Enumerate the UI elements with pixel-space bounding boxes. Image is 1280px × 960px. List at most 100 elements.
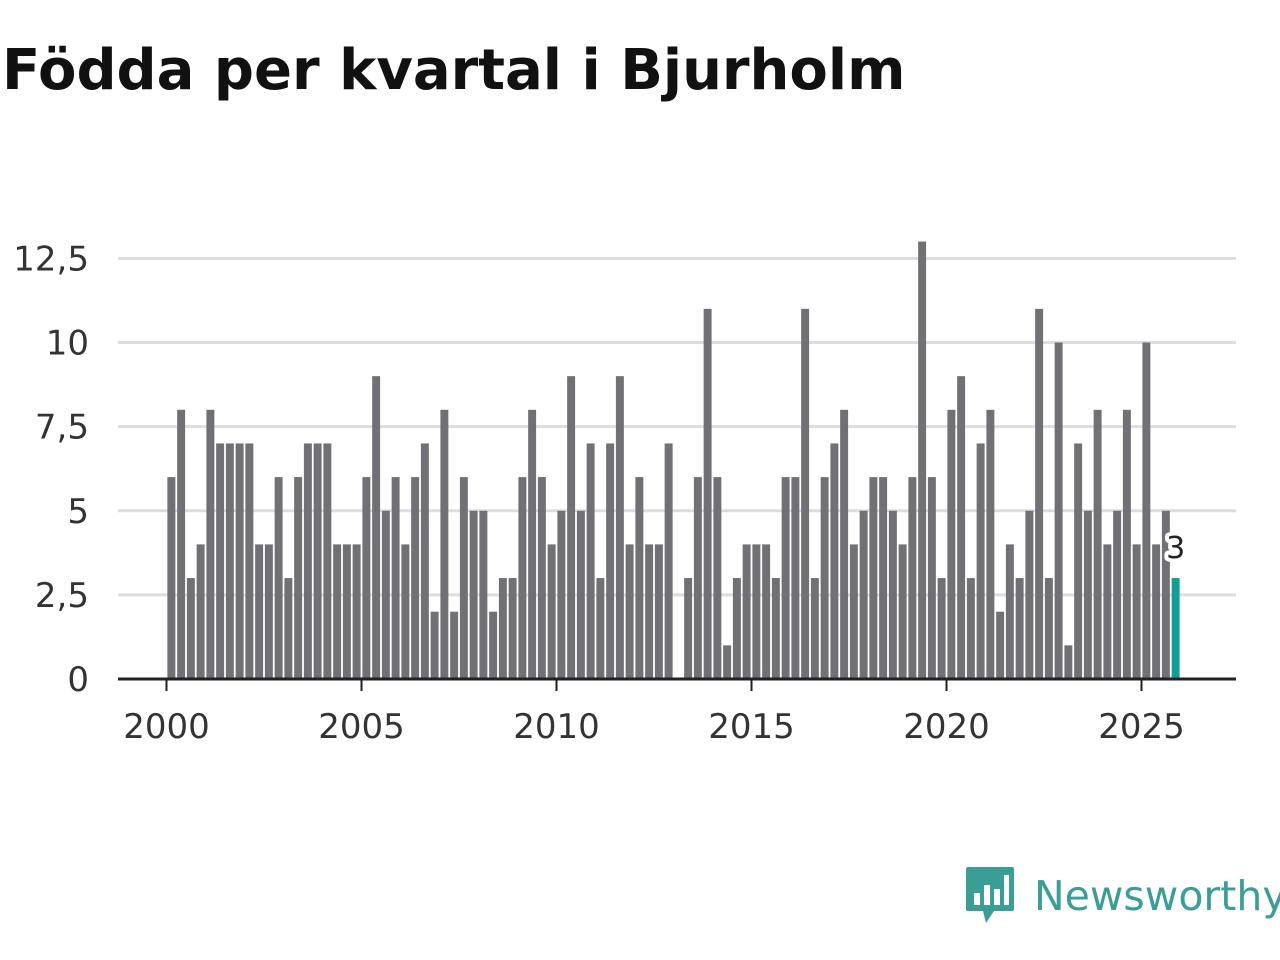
bar bbox=[606, 443, 615, 679]
bar bbox=[255, 544, 264, 679]
y-tick-label: 12,5 bbox=[13, 239, 89, 279]
bar bbox=[888, 510, 897, 679]
bar bbox=[459, 477, 468, 679]
bar bbox=[947, 409, 956, 679]
bar bbox=[537, 477, 546, 679]
bar bbox=[723, 645, 732, 679]
chart-title: Födda per kvartal i Bjurholm bbox=[2, 38, 906, 103]
bar bbox=[411, 477, 420, 679]
bar bbox=[498, 578, 507, 679]
bar bbox=[801, 308, 810, 679]
y-tick-label: 5 bbox=[67, 492, 89, 532]
bar bbox=[996, 611, 1005, 679]
x-tick-label: 2010 bbox=[513, 707, 600, 747]
bar bbox=[420, 443, 429, 679]
x-tick-label: 2000 bbox=[123, 707, 210, 747]
bar bbox=[966, 578, 975, 679]
bar bbox=[440, 409, 449, 679]
x-tick-label: 2025 bbox=[1098, 707, 1185, 747]
bar bbox=[294, 477, 303, 679]
bar bbox=[654, 544, 663, 679]
bar bbox=[1152, 544, 1161, 679]
bar bbox=[508, 578, 517, 679]
bar bbox=[167, 477, 176, 679]
bar bbox=[381, 510, 390, 679]
bar bbox=[284, 578, 293, 679]
bars bbox=[167, 241, 1180, 680]
bar bbox=[1122, 409, 1131, 679]
y-tick-label: 2,5 bbox=[35, 576, 89, 616]
bar bbox=[859, 510, 868, 679]
bar bbox=[1161, 510, 1170, 679]
y-tick-label: 0 bbox=[67, 660, 89, 700]
bar bbox=[869, 477, 878, 679]
bar bbox=[264, 544, 273, 679]
bar bbox=[216, 443, 225, 679]
bar bbox=[810, 578, 819, 679]
bar bbox=[518, 477, 527, 679]
bar bbox=[547, 544, 556, 679]
bar bbox=[1103, 544, 1112, 679]
x-tick-label: 2005 bbox=[318, 707, 405, 747]
bar bbox=[567, 376, 576, 679]
bar bbox=[713, 477, 722, 679]
y-tick-label: 7,5 bbox=[35, 408, 89, 448]
bar bbox=[1142, 342, 1151, 679]
bar bbox=[362, 477, 371, 679]
x-tick-label: 2015 bbox=[708, 707, 795, 747]
bar bbox=[898, 544, 907, 679]
bar bbox=[342, 544, 351, 679]
bar bbox=[391, 477, 400, 679]
bar bbox=[313, 443, 322, 679]
bar bbox=[489, 611, 498, 679]
last-value-label: 3 bbox=[1166, 531, 1185, 566]
bar bbox=[196, 544, 205, 679]
data-labels: 3 bbox=[1162, 527, 1189, 570]
bar bbox=[615, 376, 624, 679]
bar bbox=[303, 443, 312, 679]
bar bbox=[684, 578, 693, 679]
bar bbox=[235, 443, 244, 679]
bar bbox=[849, 544, 858, 679]
bar bbox=[576, 510, 585, 679]
bar bbox=[352, 544, 361, 679]
bar bbox=[693, 477, 702, 679]
bar bbox=[830, 443, 839, 679]
bar bbox=[752, 544, 761, 679]
bar bbox=[664, 443, 673, 679]
bar bbox=[957, 376, 966, 679]
bar bbox=[625, 544, 634, 679]
bar bbox=[274, 477, 283, 679]
bar bbox=[840, 409, 849, 679]
bar bbox=[908, 477, 917, 679]
bar bbox=[771, 578, 780, 679]
bar bbox=[479, 510, 488, 679]
bar bbox=[645, 544, 654, 679]
brand-logo[interactable]: Newsworthy bbox=[964, 864, 1280, 928]
bar bbox=[879, 477, 888, 679]
bar bbox=[1064, 645, 1073, 679]
bar bbox=[927, 477, 936, 679]
bar bbox=[986, 409, 995, 679]
bar bbox=[1005, 544, 1014, 679]
bar bbox=[586, 443, 595, 679]
bar bbox=[245, 443, 254, 679]
bar bbox=[791, 477, 800, 679]
bar bbox=[781, 477, 790, 679]
bar bbox=[1025, 510, 1034, 679]
bar bbox=[1015, 578, 1024, 679]
bar bbox=[635, 477, 644, 679]
bar bbox=[1035, 308, 1044, 679]
bar bbox=[372, 376, 381, 679]
bar bbox=[1074, 443, 1083, 679]
y-tick-label: 10 bbox=[46, 324, 89, 364]
bar bbox=[333, 544, 342, 679]
bar bbox=[1132, 544, 1141, 679]
bar bbox=[1083, 510, 1092, 679]
bar bbox=[1113, 510, 1122, 679]
bar bbox=[742, 544, 751, 679]
bar bbox=[557, 510, 566, 679]
bar bbox=[762, 544, 771, 679]
bar bbox=[450, 611, 459, 679]
bar bbox=[937, 578, 946, 679]
